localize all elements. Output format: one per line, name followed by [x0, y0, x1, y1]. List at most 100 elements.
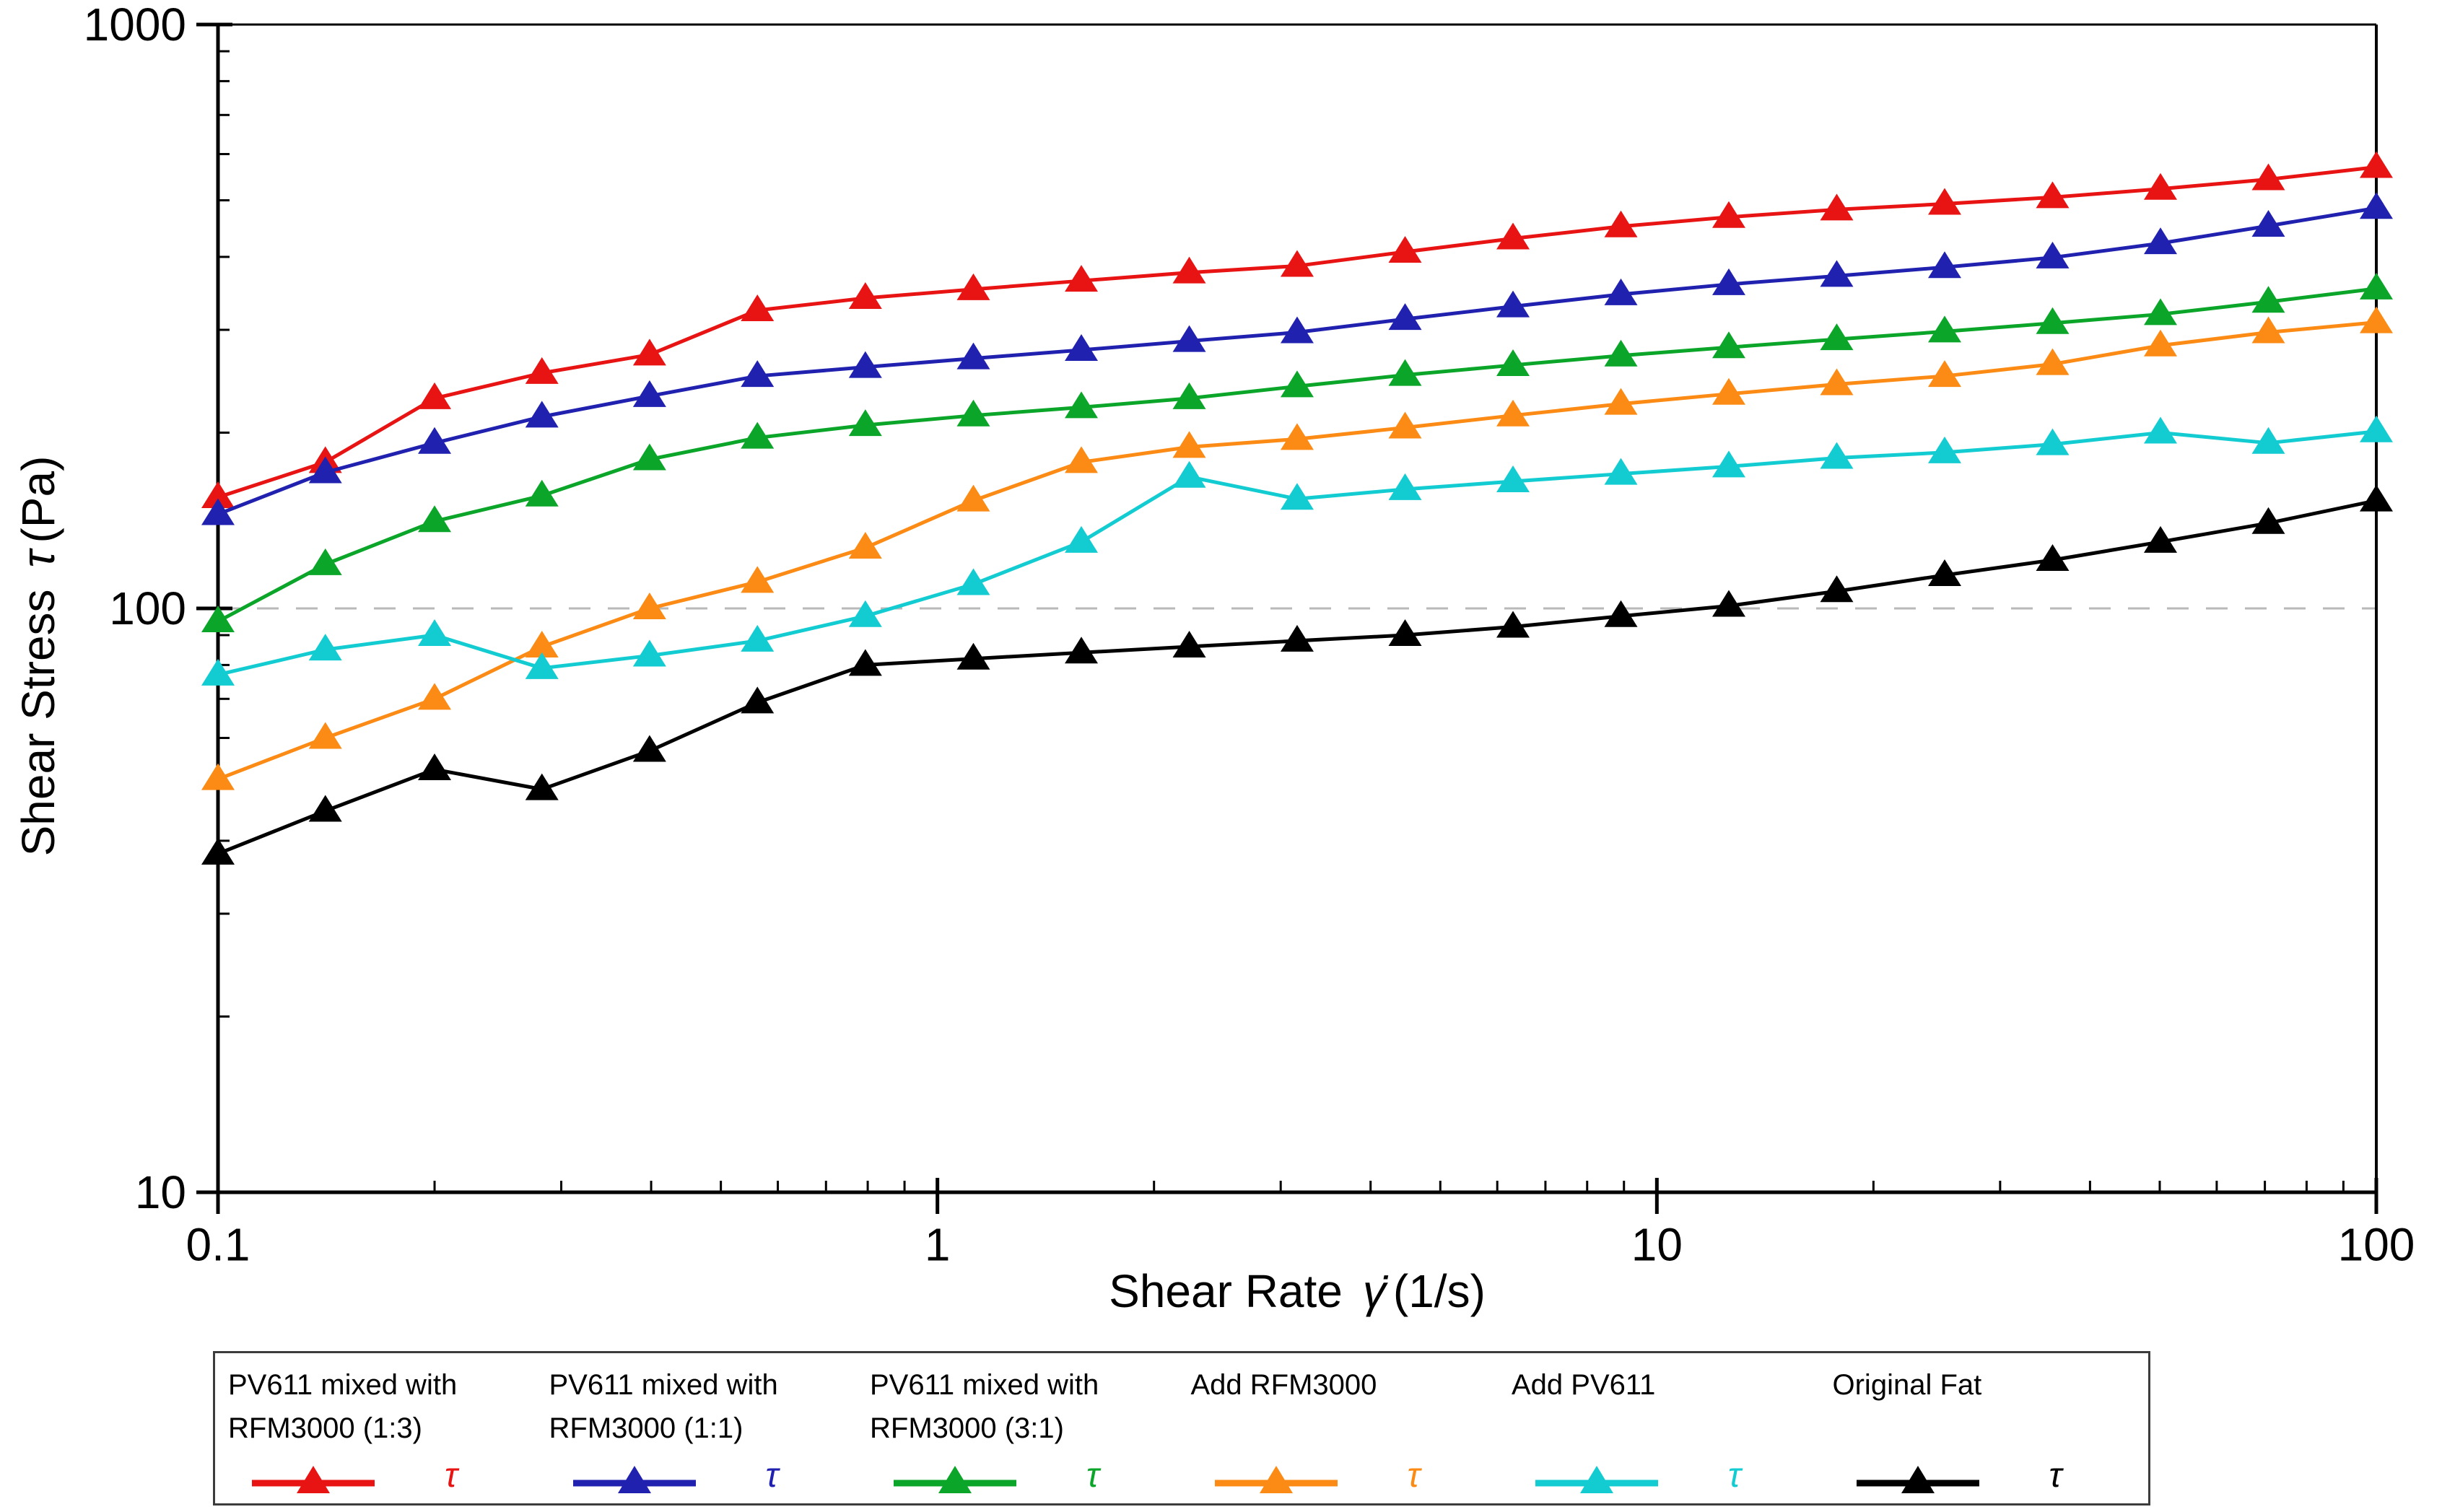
series-0-marker: [2360, 151, 2393, 178]
legend-entry-2: PV611 mixed with RFM3000 (3:1) τ: [870, 1363, 1187, 1495]
series-3-marker: [308, 722, 342, 749]
y-tick-label: 10: [135, 1166, 186, 1218]
series-2-marker: [1820, 323, 1854, 351]
series-5-marker: [741, 686, 775, 714]
series-4-marker: [2144, 416, 2178, 444]
series-5-marker: [308, 795, 342, 822]
legend-box: PV611 mixed with RFM3000 (1:3) τ PV611 mixe…: [213, 1351, 2150, 1506]
series-1-marker: [1496, 290, 1530, 318]
series-3-marker: [418, 683, 452, 710]
series-1-marker: [418, 427, 452, 454]
legend-entry-1-tau-label: τ: [765, 1456, 779, 1495]
legend-entry-1: PV611 mixed with RFM3000 (1:1) τ: [549, 1363, 867, 1495]
series-2-marker: [741, 421, 775, 449]
series-4-marker: [2036, 428, 2070, 455]
legend-entry-5: Original Fat τ: [1832, 1363, 2150, 1495]
series-5-marker: [632, 735, 666, 762]
series-2-marker: [201, 606, 235, 633]
legend-entry-4: Add PV611 τ: [1512, 1363, 1829, 1495]
series-3-marker: [2360, 306, 2393, 333]
series-2-marker: [308, 548, 342, 575]
series-2-marker: [525, 479, 559, 507]
series-3-marker: [1065, 446, 1099, 473]
legend-entry-3-tau-label: τ: [1407, 1456, 1421, 1495]
series-1-marker: [1065, 334, 1099, 362]
series-1-marker: [201, 498, 235, 525]
series-4-marker: [1496, 466, 1530, 493]
series-0-marker: [1604, 210, 1638, 237]
legend-entry-3: Add RFM3000 τ: [1190, 1363, 1509, 1495]
series-4-marker: [525, 652, 559, 679]
legend-entry-5-title-line-0: Original Fat: [1832, 1369, 1982, 1401]
series-0-marker: [1928, 188, 1962, 215]
y-axis-title-unit: (Pa): [12, 455, 64, 543]
series-2-marker: [418, 505, 452, 533]
x-tick-label: 10: [1631, 1218, 1683, 1270]
series-1-marker: [1388, 303, 1422, 331]
series-0-marker: [525, 357, 559, 384]
legend-entry-1-title-line-1: RFM3000 (1:1): [549, 1412, 743, 1444]
series-0-marker: [2251, 163, 2285, 191]
legend-entry-0-tau-label: τ: [445, 1456, 458, 1495]
series-1-marker: [525, 401, 559, 428]
x-axis-title-unit: (1/s): [1392, 1265, 1486, 1317]
x-axis-title-text: Shear Rate: [1109, 1265, 1343, 1317]
x-tick-label: 1: [925, 1218, 951, 1270]
series-3-marker: [2251, 316, 2285, 344]
legend-entry-4-marker-icon: [1535, 1466, 1658, 1493]
series-5-marker: [2036, 544, 2070, 572]
series-4-marker: [848, 600, 882, 627]
y-tick-label: 1000: [84, 0, 186, 51]
series-3-marker: [632, 593, 666, 619]
series-2-marker: [848, 409, 882, 437]
series-3-marker: [201, 763, 235, 790]
series-0-marker: [1172, 256, 1206, 284]
series-4-marker: [1928, 436, 1962, 463]
x-axis-title: Shear Rate γ̇ (1/s): [792, 1264, 1802, 1318]
series-5-marker: [1388, 619, 1422, 647]
series-0-marker: [956, 273, 990, 300]
legend-entry-1-title-line-0: PV611 mixed with: [549, 1369, 778, 1401]
series-2-marker: [1172, 382, 1206, 409]
series-0-marker: [1496, 222, 1530, 250]
series-1-marker: [2360, 192, 2393, 219]
series-1-marker: [1172, 325, 1206, 352]
series-5-marker: [2360, 484, 2393, 512]
series-2-marker: [2036, 307, 2070, 334]
series-2-marker: [1928, 315, 1962, 343]
legend-entry-0-marker-icon: [252, 1466, 375, 1493]
legend-entry-5-tau-label: τ: [2049, 1456, 2062, 1495]
series-1-marker: [741, 360, 775, 388]
series-0-marker: [1065, 265, 1099, 292]
legend-entry-0-title-line-0: PV611 mixed with: [228, 1369, 458, 1401]
series-0-marker: [1820, 193, 1854, 221]
series-4-marker: [1711, 450, 1745, 478]
series-0-marker: [418, 382, 452, 409]
series-3-marker: [1496, 399, 1530, 427]
series-4-marker: [741, 624, 775, 652]
series-2-marker: [1280, 370, 1314, 398]
series-2-marker: [632, 443, 666, 471]
series-3-marker: [1172, 431, 1206, 458]
series-0-marker: [1711, 201, 1745, 228]
series-5-marker: [1820, 575, 1854, 603]
series-0-marker: [1280, 250, 1314, 277]
series-1-marker: [2036, 241, 2070, 268]
series-4-marker: [1280, 483, 1314, 510]
series-5-marker: [418, 753, 452, 781]
series-5-marker: [2144, 525, 2178, 553]
legend-entry-4-tau-label: τ: [1728, 1456, 1741, 1495]
legend-entry-3-title-line-0: Add RFM3000: [1190, 1369, 1377, 1401]
series-1-marker: [632, 380, 666, 407]
series-3-marker: [1928, 360, 1962, 388]
series-4-marker: [956, 568, 990, 595]
series-5-marker: [1928, 559, 1962, 586]
series-2-marker: [1388, 359, 1422, 386]
series-3-marker: [741, 566, 775, 593]
series-2-marker: [2144, 298, 2178, 325]
series-5-marker: [2251, 507, 2285, 534]
legend-entry-5-marker-icon: [1856, 1466, 1979, 1493]
series-3-marker: [525, 630, 559, 657]
series-0-marker: [741, 294, 775, 321]
